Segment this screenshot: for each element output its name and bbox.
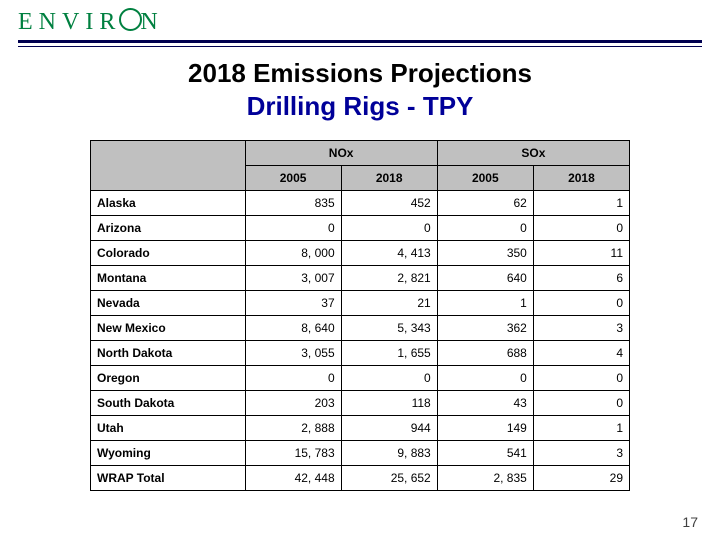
value-cell: 3: [533, 316, 629, 341]
value-cell: 1, 655: [341, 341, 437, 366]
table-row: Arizona0000: [91, 216, 630, 241]
value-cell: 4, 413: [341, 241, 437, 266]
state-cell: South Dakota: [91, 391, 246, 416]
value-cell: 0: [437, 216, 533, 241]
value-cell: 1: [533, 416, 629, 441]
value-cell: 1: [533, 191, 629, 216]
value-cell: 29: [533, 466, 629, 491]
header-rule-thin: [18, 46, 702, 47]
value-cell: 21: [341, 291, 437, 316]
value-cell: 203: [245, 391, 341, 416]
value-cell: 541: [437, 441, 533, 466]
value-cell: 835: [245, 191, 341, 216]
value-cell: 149: [437, 416, 533, 441]
value-cell: 2, 835: [437, 466, 533, 491]
value-cell: 0: [533, 391, 629, 416]
value-cell: 2, 821: [341, 266, 437, 291]
col-group-sox: SOx: [437, 141, 629, 166]
value-cell: 362: [437, 316, 533, 341]
state-cell: Utah: [91, 416, 246, 441]
value-cell: 0: [437, 366, 533, 391]
state-cell: WRAP Total: [91, 466, 246, 491]
table-row: WRAP Total42, 44825, 6522, 83529: [91, 466, 630, 491]
corner-cell: [91, 141, 246, 191]
table-row: South Dakota203118430: [91, 391, 630, 416]
value-cell: 5, 343: [341, 316, 437, 341]
value-cell: 3, 055: [245, 341, 341, 366]
value-cell: 8, 640: [245, 316, 341, 341]
state-cell: Arizona: [91, 216, 246, 241]
state-cell: New Mexico: [91, 316, 246, 341]
table-row: Nevada372110: [91, 291, 630, 316]
value-cell: 688: [437, 341, 533, 366]
state-cell: Alaska: [91, 191, 246, 216]
header-rule-thick: [18, 40, 702, 43]
emissions-table: NOx SOx 2005 2018 2005 2018 Alaska835452…: [90, 140, 630, 491]
value-cell: 944: [341, 416, 437, 441]
state-cell: Wyoming: [91, 441, 246, 466]
value-cell: 37: [245, 291, 341, 316]
value-cell: 43: [437, 391, 533, 416]
table-row: Oregon0000: [91, 366, 630, 391]
state-cell: Montana: [91, 266, 246, 291]
title-line-2: Drilling Rigs - TPY: [0, 91, 720, 122]
table-row: Utah2, 8889441491: [91, 416, 630, 441]
value-cell: 25, 652: [341, 466, 437, 491]
value-cell: 0: [533, 366, 629, 391]
state-cell: Oregon: [91, 366, 246, 391]
value-cell: 11: [533, 241, 629, 266]
value-cell: 0: [245, 216, 341, 241]
value-cell: 350: [437, 241, 533, 266]
value-cell: 15, 783: [245, 441, 341, 466]
table-row: Colorado8, 0004, 41335011: [91, 241, 630, 266]
value-cell: 3, 007: [245, 266, 341, 291]
logo-o-glyph: [119, 8, 142, 31]
col-year-2: 2005: [437, 166, 533, 191]
value-cell: 9, 883: [341, 441, 437, 466]
value-cell: 0: [533, 291, 629, 316]
col-year-3: 2018: [533, 166, 629, 191]
emissions-table-wrap: NOx SOx 2005 2018 2005 2018 Alaska835452…: [90, 140, 630, 491]
table-body: Alaska835452621Arizona0000Colorado8, 000…: [91, 191, 630, 491]
brand-logo: ENVIR N: [18, 8, 164, 36]
logo-text-post: N: [140, 9, 163, 35]
state-cell: Nevada: [91, 291, 246, 316]
state-cell: Colorado: [91, 241, 246, 266]
logo-text-pre: ENVIR: [18, 9, 121, 35]
value-cell: 8, 000: [245, 241, 341, 266]
table-row: New Mexico8, 6405, 3433623: [91, 316, 630, 341]
title-block: 2018 Emissions Projections Drilling Rigs…: [0, 58, 720, 122]
value-cell: 118: [341, 391, 437, 416]
value-cell: 62: [437, 191, 533, 216]
value-cell: 640: [437, 266, 533, 291]
value-cell: 2, 888: [245, 416, 341, 441]
table-row: Alaska835452621: [91, 191, 630, 216]
page-number: 17: [682, 514, 698, 530]
table-row: Wyoming15, 7839, 8835413: [91, 441, 630, 466]
value-cell: 0: [533, 216, 629, 241]
table-header-row-groups: NOx SOx: [91, 141, 630, 166]
table-row: Montana3, 0072, 8216406: [91, 266, 630, 291]
col-year-0: 2005: [245, 166, 341, 191]
value-cell: 42, 448: [245, 466, 341, 491]
value-cell: 4: [533, 341, 629, 366]
col-group-nox: NOx: [245, 141, 437, 166]
value-cell: 0: [341, 366, 437, 391]
title-line-1: 2018 Emissions Projections: [0, 58, 720, 89]
value-cell: 3: [533, 441, 629, 466]
value-cell: 1: [437, 291, 533, 316]
value-cell: 0: [341, 216, 437, 241]
value-cell: 452: [341, 191, 437, 216]
value-cell: 0: [245, 366, 341, 391]
table-row: North Dakota3, 0551, 6556884: [91, 341, 630, 366]
value-cell: 6: [533, 266, 629, 291]
col-year-1: 2018: [341, 166, 437, 191]
state-cell: North Dakota: [91, 341, 246, 366]
